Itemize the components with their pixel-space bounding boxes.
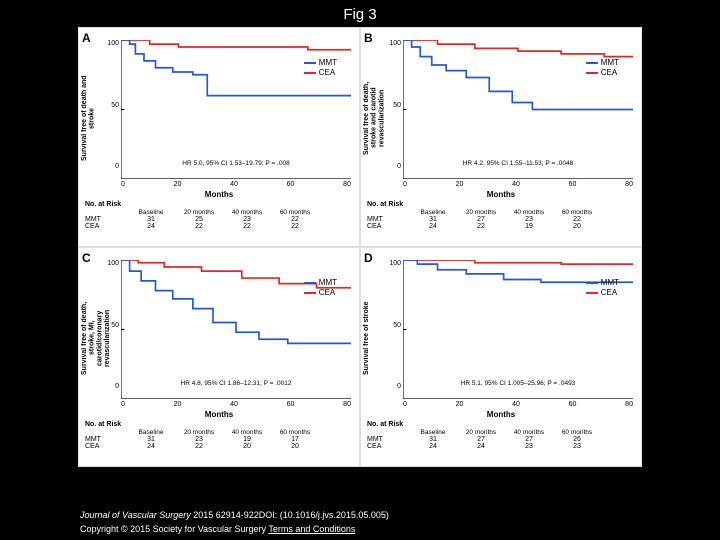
citation-details: 2015 62914-922DOI: (10.1016/j.jvs.2015.0… (191, 510, 389, 520)
journal-name: Journal of Vascular Surgery (80, 510, 191, 520)
terms-link[interactable]: Terms and Conditions (268, 524, 355, 534)
x-axis-label: Months (79, 410, 359, 419)
chart: MMT CEA HR 5.1, 95% CI 1.005–25.96; P = … (403, 260, 633, 399)
legend: MMT CEA (304, 58, 337, 78)
chart: MMT CEA HR 4.2, 95% CI 1.55–11.53; P = .… (403, 40, 633, 179)
x-axis-label: Months (361, 190, 641, 199)
y-axis-label: Survival free of stroke (363, 293, 373, 383)
legend: MMT CEA (586, 278, 619, 298)
legend: MMT CEA (304, 278, 337, 298)
copyright-text: Copyright © 2015 Society for Vascular Su… (80, 524, 268, 534)
panel-letter: A (82, 31, 91, 45)
citation: Journal of Vascular Surgery 2015 62914-9… (80, 510, 389, 520)
hr-stat: HR 5.1, 95% CI 1.005–25.96; P = .0493 (461, 380, 576, 387)
risk-table: No. at Risk Baseline20 months40 months60… (367, 421, 635, 450)
risk-table: No. at Risk Baseline20 months40 months60… (85, 421, 353, 450)
y-axis-label: Survival free of death, stroke and carot… (363, 73, 373, 163)
hr-stat: HR 4.2, 95% CI 1.55–11.53; P = .0048 (463, 160, 574, 167)
y-ticks: 100500 (107, 260, 119, 390)
chart: MMT CEA HR 4.8, 95% CI 1.86–12.31; P = .… (121, 260, 351, 399)
panel-letter: C (82, 251, 91, 265)
y-ticks: 100500 (389, 260, 401, 390)
x-ticks: 020406080 (121, 181, 351, 188)
y-ticks: 100500 (389, 40, 401, 170)
chart: MMT CEA HR 5.0, 95% CI 1.53–19.79; P = .… (121, 40, 351, 179)
x-ticks: 020406080 (403, 401, 633, 408)
panel-A: A Survival free of death and stroke 1005… (78, 27, 360, 247)
hr-stat: HR 4.8, 95% CI 1.86–12.31; P = .0012 (181, 380, 292, 387)
x-ticks: 020406080 (121, 401, 351, 408)
copyright: Copyright © 2015 Society for Vascular Su… (80, 524, 355, 534)
legend: MMT CEA (586, 58, 619, 78)
risk-table: No. at Risk Baseline20 months40 months60… (367, 201, 635, 230)
x-axis-label: Months (79, 190, 359, 199)
y-axis-label: Survival free of death and stroke (81, 73, 91, 163)
panel-B: B Survival free of death, stroke and car… (360, 27, 642, 247)
figure-title: Fig 3 (0, 0, 720, 27)
y-ticks: 100500 (107, 40, 119, 170)
panel-letter: B (364, 31, 373, 45)
hr-stat: HR 5.0, 95% CI 1.53–19.79; P = .008 (182, 160, 289, 167)
y-axis-label: Survival free of death, stroke, MI, caro… (81, 293, 91, 383)
panel-letter: D (364, 251, 373, 265)
figure-grid: A Survival free of death and stroke 1005… (78, 27, 642, 467)
x-ticks: 020406080 (403, 181, 633, 188)
x-axis-label: Months (361, 410, 641, 419)
panel-D: D Survival free of stroke 100500 MMT CEA… (360, 247, 642, 467)
risk-table: No. at Risk Baseline20 months40 months60… (85, 201, 353, 230)
panel-C: C Survival free of death, stroke, MI, ca… (78, 247, 360, 467)
